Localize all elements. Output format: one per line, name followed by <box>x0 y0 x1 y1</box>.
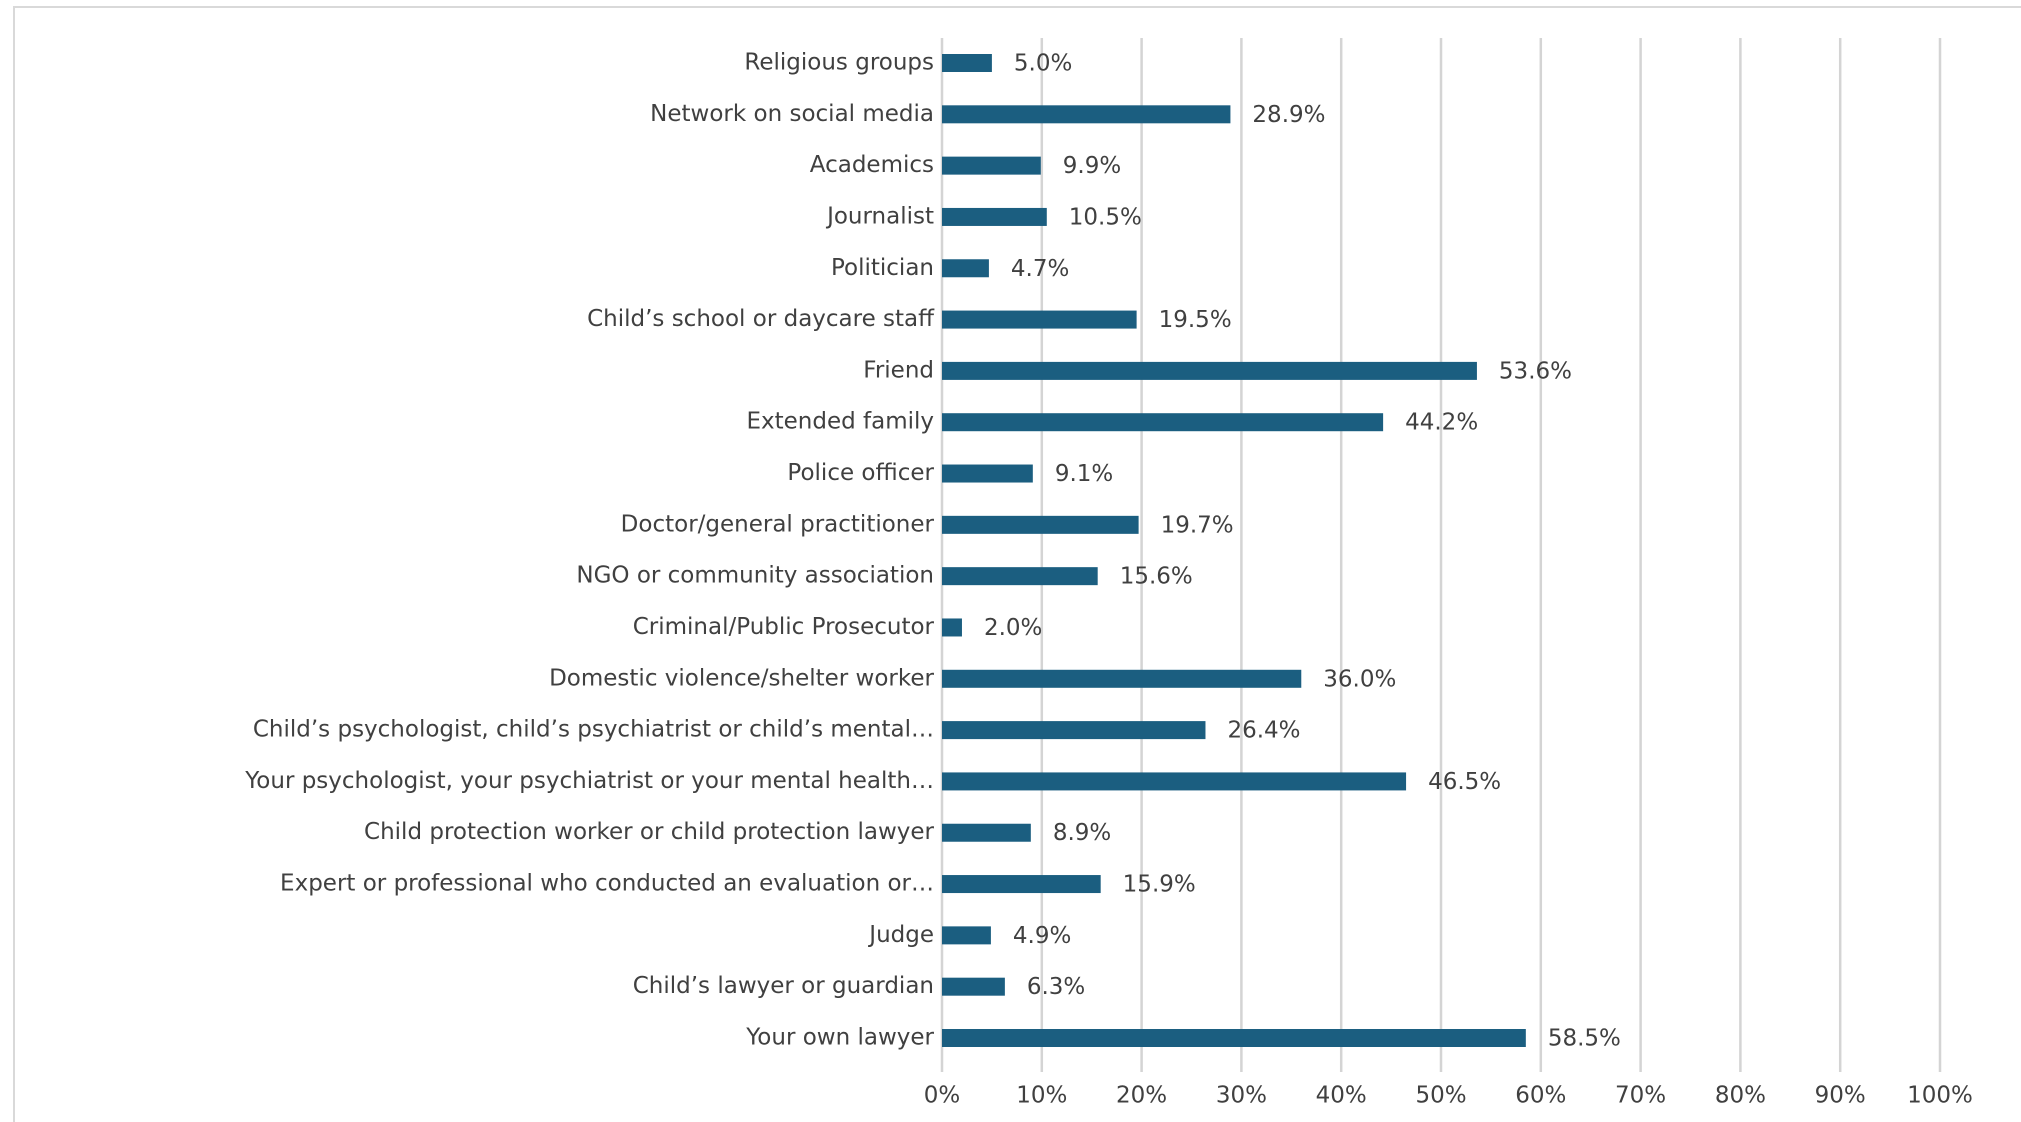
data-label: 36.0% <box>1323 666 1396 692</box>
x-tick-label: 0% <box>924 1083 961 1109</box>
y-tick-label: NGO or community association <box>576 563 934 589</box>
bar <box>942 54 992 72</box>
bar <box>942 259 989 278</box>
bar <box>942 1029 1526 1047</box>
x-tick-label: 100% <box>1907 1083 1973 1109</box>
bar <box>942 515 1139 534</box>
bar <box>942 823 1031 842</box>
data-label: 9.9% <box>1063 153 1121 179</box>
y-tick-label: Child protection worker or child protect… <box>364 819 935 845</box>
y-tick-label: Domestic violence/shelter worker <box>549 665 934 691</box>
bar <box>942 567 1098 586</box>
data-label: 46.5% <box>1428 769 1501 795</box>
data-label: 4.9% <box>1013 923 1071 949</box>
bar <box>942 875 1101 894</box>
bar <box>942 105 1231 124</box>
x-tick-label: 20% <box>1116 1083 1167 1109</box>
data-label: 15.6% <box>1120 564 1193 590</box>
bar <box>942 207 1047 226</box>
data-label: 5.0% <box>1014 51 1072 77</box>
x-tick-label: 70% <box>1615 1083 1666 1109</box>
chart-frame <box>13 6 2021 1122</box>
y-tick-label: Your psychologist, your psychiatrist or … <box>244 768 934 794</box>
x-tick-label: 80% <box>1715 1083 1766 1109</box>
y-tick-label: Judge <box>867 922 934 948</box>
bar <box>942 361 1477 380</box>
x-tick-label: 50% <box>1415 1083 1466 1109</box>
y-tick-label: Academics <box>810 152 934 178</box>
data-label: 19.5% <box>1159 307 1232 333</box>
bar <box>942 413 1384 432</box>
bar <box>942 977 1005 996</box>
bar <box>942 618 962 637</box>
bar <box>942 310 1137 329</box>
data-label: 6.3% <box>1027 974 1085 1000</box>
data-label: 4.7% <box>1011 256 1069 282</box>
data-label: 2.0% <box>984 615 1042 641</box>
bar <box>942 156 1041 175</box>
y-tick-label: Religious groups <box>744 50 934 76</box>
data-label: 58.5% <box>1548 1026 1621 1052</box>
x-tick-label: 10% <box>1016 1083 1067 1109</box>
y-tick-label: Child’s school or daycare staff <box>587 306 935 332</box>
y-tick-label: Friend <box>863 357 934 383</box>
data-label: 44.2% <box>1405 410 1478 436</box>
data-label: 9.1% <box>1055 461 1113 487</box>
data-label: 10.5% <box>1069 204 1142 230</box>
bar <box>942 926 991 945</box>
x-tick-label: 60% <box>1515 1083 1566 1109</box>
y-tick-label: Police officer <box>787 460 934 486</box>
x-tick-label: 40% <box>1316 1083 1367 1109</box>
y-tick-label: Your own lawyer <box>745 1025 934 1051</box>
y-tick-label: Network on social media <box>650 101 934 127</box>
y-tick-label: Child’s lawyer or guardian <box>633 973 934 999</box>
x-tick-label: 30% <box>1216 1083 1267 1109</box>
data-label: 15.9% <box>1123 872 1196 898</box>
bar <box>942 772 1407 791</box>
data-label: 28.9% <box>1252 102 1325 128</box>
y-tick-label: Politician <box>831 255 934 281</box>
y-tick-label: Doctor/general practitioner <box>621 511 935 537</box>
y-tick-label: Extended family <box>746 409 934 435</box>
y-tick-label: Journalist <box>825 203 934 229</box>
bar <box>942 669 1302 688</box>
data-label: 8.9% <box>1053 820 1111 846</box>
y-tick-label: Criminal/Public Prosecutor <box>633 614 935 640</box>
bar <box>942 464 1033 483</box>
data-label: 19.7% <box>1161 512 1234 538</box>
data-label: 26.4% <box>1227 718 1300 744</box>
y-tick-label: Expert or professional who conducted an … <box>280 871 934 897</box>
data-label: 53.6% <box>1499 358 1572 384</box>
x-tick-label: 90% <box>1815 1083 1866 1109</box>
bar <box>942 721 1206 740</box>
y-tick-label: Child’s psychologist, child’s psychiatri… <box>253 717 934 743</box>
